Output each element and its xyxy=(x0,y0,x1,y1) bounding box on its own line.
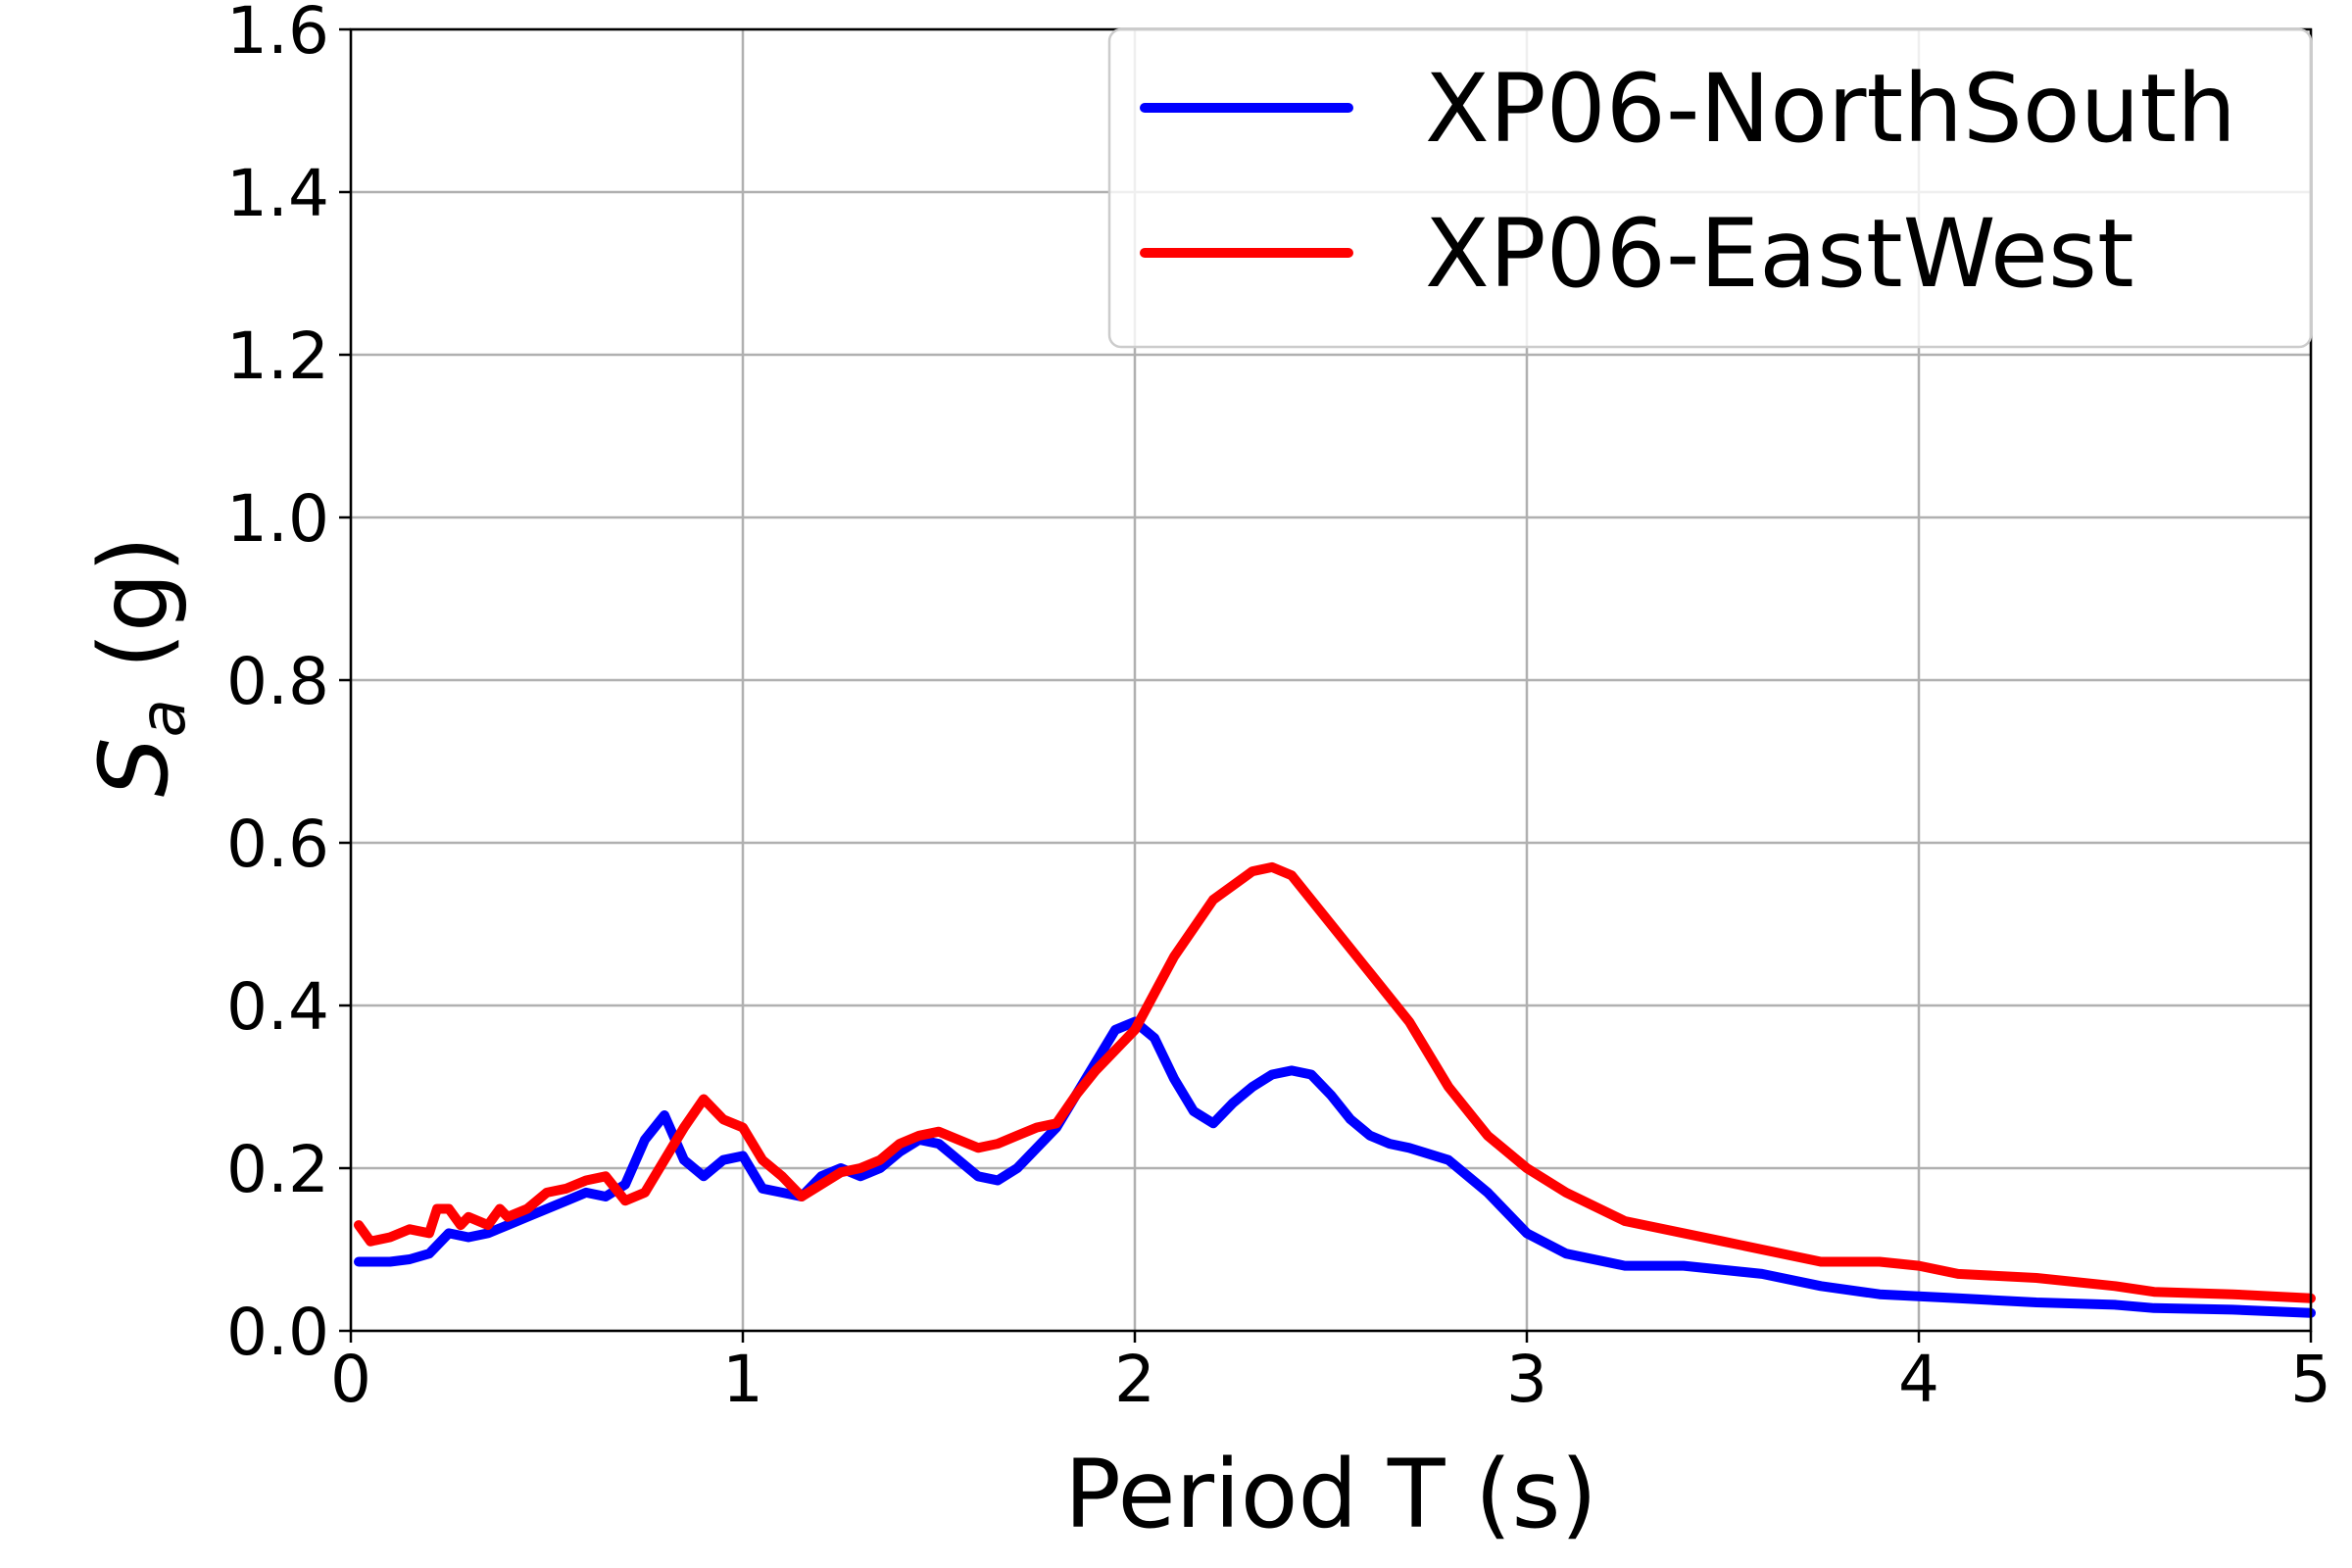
x-tick-label: 5 xyxy=(2290,1342,2331,1417)
legend-label-north-south: XP06-NorthSouth xyxy=(1425,54,2236,164)
series-line-east-west xyxy=(354,861,2316,1303)
y-tick-label: 0.8 xyxy=(226,644,329,719)
x-tick-label: 4 xyxy=(1898,1342,1939,1417)
y-axis-label-subscript: a xyxy=(127,699,200,737)
y-axis-label-main: S xyxy=(79,737,189,797)
x-axis-label: Period T (s) xyxy=(1064,1440,1597,1549)
y-tick-label: 0.0 xyxy=(226,1295,329,1370)
y-tick-label: 1.0 xyxy=(226,481,329,557)
x-tick-label: 1 xyxy=(722,1342,763,1417)
y-tick-label: 0.4 xyxy=(226,969,329,1045)
legend: XP06-NorthSouth XP06-EastWest xyxy=(1107,27,2313,349)
y-tick-label: 1.2 xyxy=(226,318,329,394)
y-axis-label: Sa (g) xyxy=(79,536,200,798)
y-tick-label: 0.2 xyxy=(226,1132,329,1207)
legend-label-east-west: XP06-EastWest xyxy=(1425,199,2134,309)
x-tick-label: 0 xyxy=(330,1342,371,1417)
legend-box xyxy=(1107,27,2313,349)
y-axis-label-unit: (g) xyxy=(79,536,189,699)
y-tick-labels: 0.0 0.2 0.4 0.6 0.8 1.0 1.2 1.4 1.6 xyxy=(226,0,329,1370)
y-tick-label: 0.6 xyxy=(226,807,329,882)
x-tick-label: 2 xyxy=(1114,1342,1155,1417)
y-tick-label: 1.6 xyxy=(226,0,329,69)
x-tick-label: 3 xyxy=(1506,1342,1547,1417)
x-tick-labels: 0 1 2 3 4 5 xyxy=(330,1342,2331,1417)
series-layer xyxy=(354,861,2316,1318)
y-tick-label: 1.4 xyxy=(226,156,329,231)
series-line-north-south xyxy=(354,1016,2316,1318)
tick-marks xyxy=(339,27,2313,1343)
